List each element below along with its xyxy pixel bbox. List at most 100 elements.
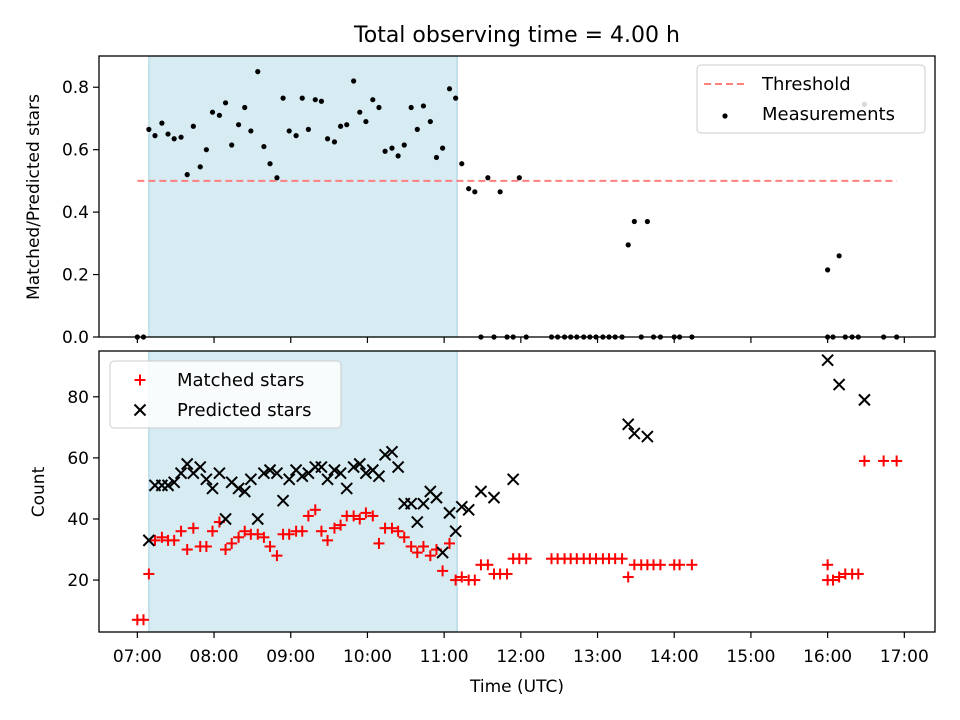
measurement-point-34 [351,78,357,84]
matched-legend-swatch [134,374,146,386]
measurement-point-18 [248,128,254,134]
matched-point-9 [187,522,199,534]
predicted-point-17 [251,512,264,526]
measurement-point-41 [395,153,401,159]
measurement-point-16 [235,122,242,128]
measurement-point-25 [293,133,299,139]
top-ytick-label-0: 0.0 [62,328,89,348]
matched-point-90 [858,455,870,467]
measurement-point-11 [203,147,209,153]
measurement-point-35 [357,109,363,115]
xtick-label-1: 08:00 [190,647,239,667]
predicted-point-42 [411,515,424,529]
matched-point-83 [822,559,834,571]
matched-point-37 [367,510,379,522]
matched-point-46 [424,550,436,562]
matched-legend-marker [134,374,146,386]
measurement-point-42 [401,142,407,148]
matched-point-24 [283,528,295,540]
top-ytick-label-1: 0.2 [62,266,89,286]
predicted-point-6 [180,457,194,471]
matched-point-92 [891,455,903,467]
predicted-point-46 [436,546,449,559]
measurement-point-28 [312,97,318,103]
matched-point-61 [520,553,532,565]
bottom-ytick-label-2: 60 [67,449,89,469]
bottom-ytick-label-1: 40 [67,510,89,530]
measurement-point-38 [376,104,382,111]
predicted-point-57 [821,353,834,367]
matched-point-36 [360,507,372,519]
matched-point-21 [264,540,276,552]
matched-point-35 [354,513,366,525]
measurement-point-75 [631,218,637,225]
matched-point-11 [200,540,212,552]
predicted-point-21 [276,494,290,507]
xtick-label-10: 17:00 [880,647,929,667]
predicted-point-10 [206,482,219,495]
measurement-point-48 [440,145,446,151]
xtick-label-3: 10:00 [343,647,392,667]
matched-point-49 [444,537,456,549]
predicted-point-22 [283,473,296,486]
matched-point-73 [616,553,628,565]
top-y-axis-label: Matched/Predicted stars [24,94,44,300]
measurement-point-23 [280,95,286,101]
xtick-label-0: 07:00 [113,647,162,667]
predicted-point-53 [506,473,520,486]
predicted-point-37 [378,448,392,462]
measurement-point-49 [446,86,453,92]
predicted-point-27 [315,460,328,474]
predicted-point-39 [391,460,405,474]
matched-point-22 [271,550,283,562]
predicted-point-28 [321,473,334,486]
bottom-points-layer [131,353,903,626]
measurements-legend-label: Measurements [762,104,895,125]
measurement-point-57 [497,189,503,195]
matched-point-43 [405,540,417,552]
matched-point-48 [437,565,449,577]
matched-point-14 [220,544,232,556]
xtick-label-8: 15:00 [726,647,775,667]
measurement-point-50 [453,95,459,101]
predicted-legend-swatch [133,403,147,417]
measurement-point-44 [414,126,420,132]
measurement-point-51 [459,161,465,167]
measurement-point-45 [420,103,427,109]
measurement-point-22 [274,175,280,181]
matched-point-4 [156,531,168,543]
measurement-point-21 [267,161,273,167]
top-ytick-label-3: 0.6 [62,141,89,161]
matched-point-12 [207,525,219,537]
matched-point-6 [168,534,180,546]
bottom-panel: 20 40 60 80 07:00 08:00 09:00 10:00 11:00 12:00 1… [29,350,936,697]
matched-point-82 [686,559,698,571]
measurement-point-55 [485,175,491,181]
measurement-point-29 [318,98,325,104]
top-x-ticks [136,337,905,343]
measurement-point-33 [344,122,350,128]
predicted-point-59 [858,393,871,407]
matched-point-51 [456,571,468,583]
matched-point-26 [296,525,308,537]
predicted-point-36 [372,470,386,483]
measurement-point-7 [178,134,184,140]
matched-point-15 [226,537,238,549]
predicted-point-30 [334,466,347,480]
measurement-point-83 [825,267,831,273]
predicted-point-32 [347,460,360,474]
predicted-point-58 [832,378,846,391]
measurement-point-3 [152,133,158,139]
predicted-point-48 [449,524,462,538]
predicted-point-0 [142,534,156,547]
predicted-point-3 [161,479,175,492]
bottom-ytick-label-0: 20 [67,571,89,591]
top-panel: 0.00.20.40.60.8 Matched/Predicted stars … [24,55,936,348]
bottom-plot-frame [98,350,936,633]
matched-point-38 [373,537,385,549]
predicted-point-11 [213,466,226,480]
xtick-label-5: 12:00 [496,647,545,667]
predicted-point-14 [232,482,245,495]
predicted-point-45 [430,491,443,504]
